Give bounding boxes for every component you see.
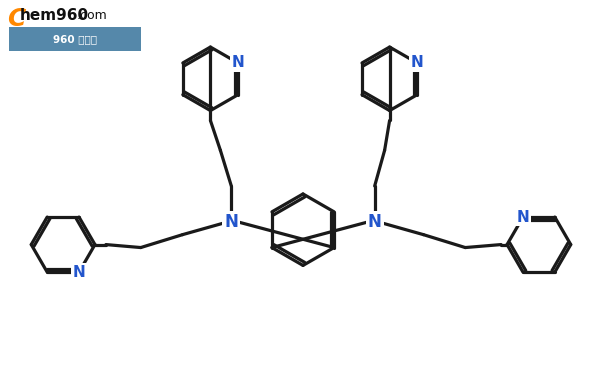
Text: C: C [7, 7, 26, 31]
Text: N: N [232, 56, 244, 70]
Text: N: N [73, 265, 85, 280]
Text: 960 化工网: 960 化工网 [53, 34, 97, 44]
Bar [4, 3, 148, 55]
Text: N: N [224, 213, 238, 231]
Text: hem960: hem960 [19, 8, 88, 23]
Text: .com: .com [77, 9, 108, 22]
Text: N: N [368, 213, 382, 231]
Bar [9, 27, 141, 51]
Text: N: N [411, 56, 423, 70]
Text: N: N [517, 210, 529, 225]
